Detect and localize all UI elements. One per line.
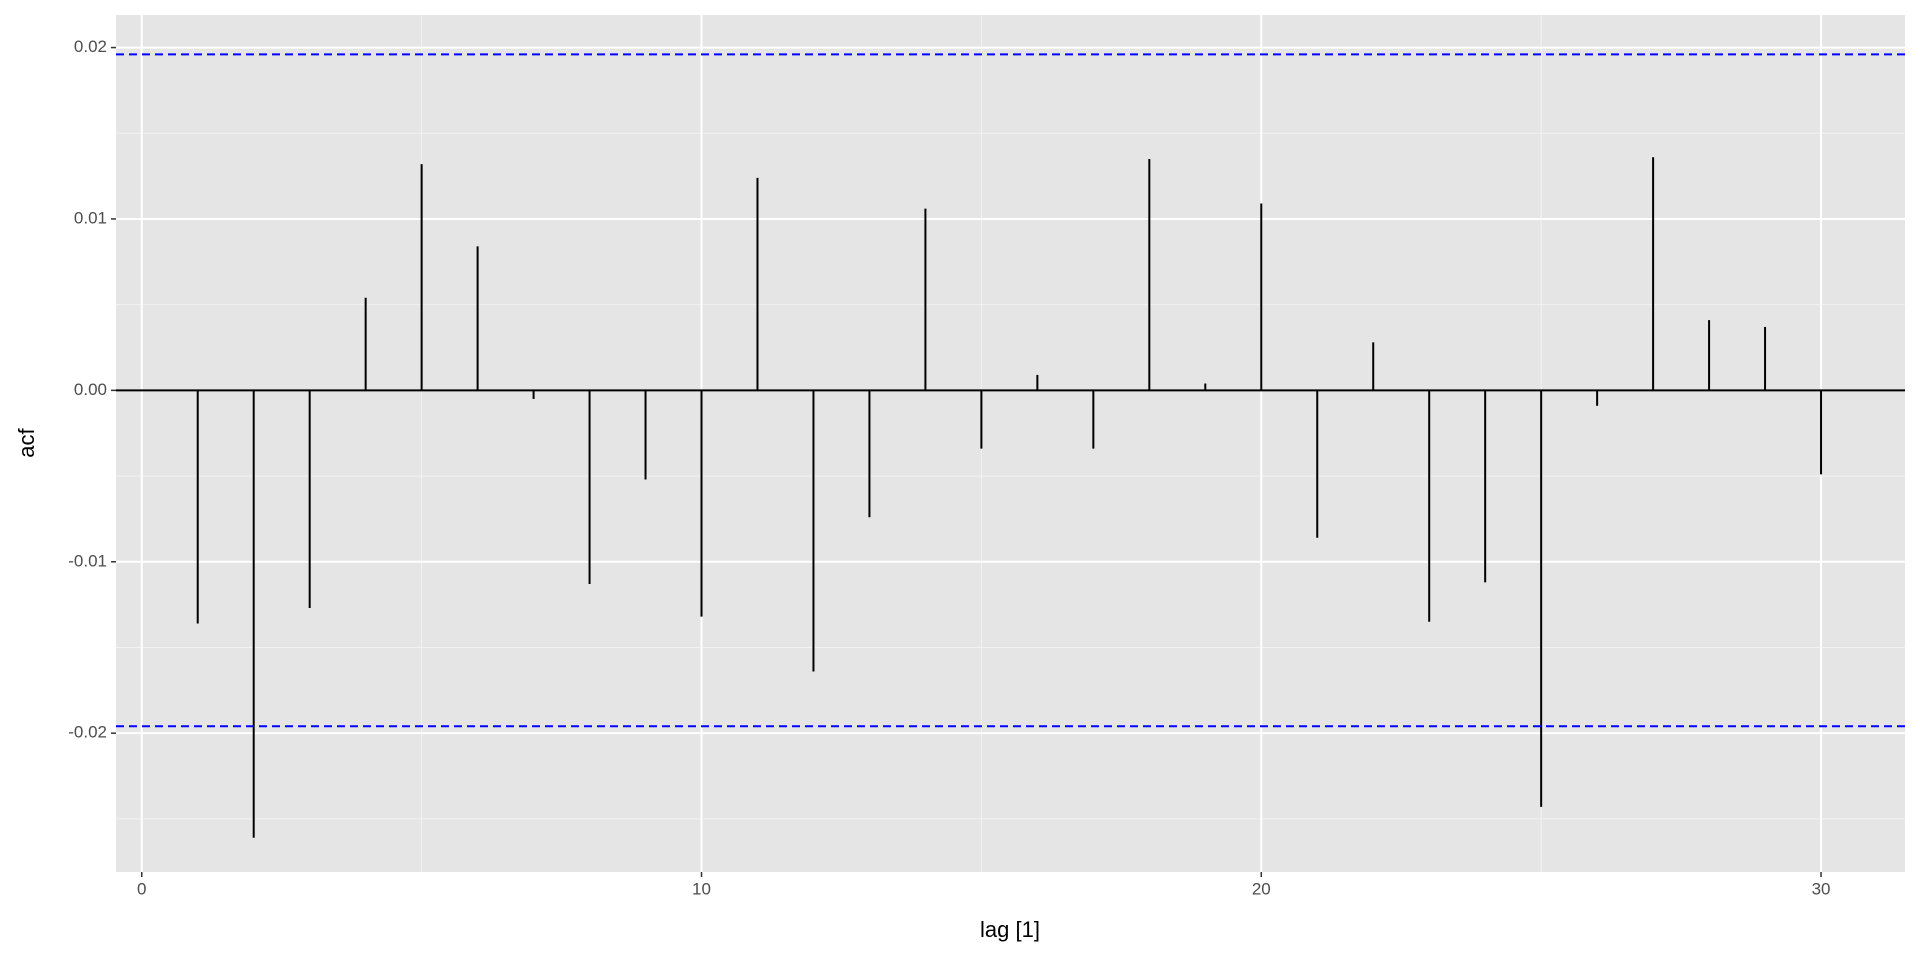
x-axis-title: lag [1] (980, 917, 1040, 942)
panel (116, 15, 1905, 872)
y-tick-label: -0.02 (68, 723, 107, 742)
x-tick-label: 0 (137, 879, 146, 898)
y-tick-label: 0.01 (74, 208, 107, 227)
x-tick-label: 20 (1252, 879, 1271, 898)
x-tick-label: 10 (692, 879, 711, 898)
y-axis-title: acf (14, 427, 39, 457)
y-tick-label: 0.00 (74, 380, 107, 399)
y-tick-label: 0.02 (74, 37, 107, 56)
x-tick-label: 30 (1812, 879, 1831, 898)
y-tick-label: -0.01 (68, 551, 107, 570)
